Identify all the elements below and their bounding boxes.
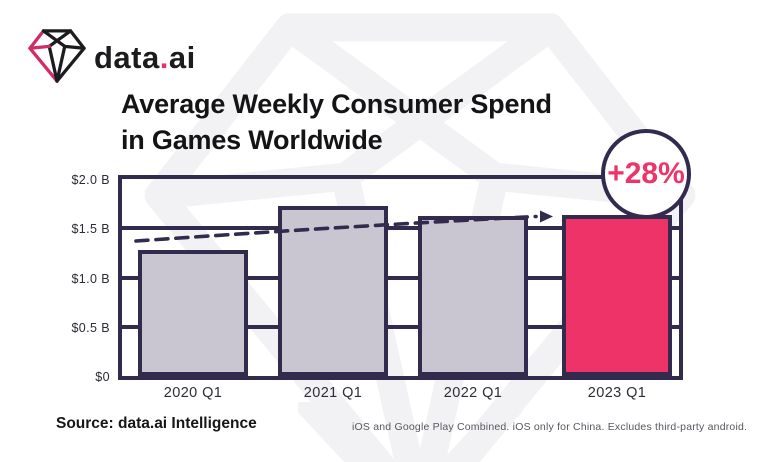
x-tick-label: 2023 Q1 bbox=[587, 385, 647, 401]
diamond-logo-icon bbox=[28, 29, 86, 83]
logo-text-pre: data bbox=[94, 40, 160, 75]
methodology-note: iOS and Google Play Combined. iOS only f… bbox=[352, 421, 748, 433]
bar-2023-q1 bbox=[562, 215, 672, 376]
growth-badge-label: +28% bbox=[607, 157, 685, 190]
data-ai-logo: data.ai bbox=[27, 28, 196, 84]
growth-badge: +28% bbox=[601, 129, 691, 219]
x-tick-label: 2021 Q1 bbox=[303, 385, 363, 401]
logo-text-dot: . bbox=[159, 40, 169, 75]
y-tick-label: $1.5 B bbox=[71, 222, 110, 237]
bar-2021-q1 bbox=[278, 206, 388, 376]
logo-wordmark: data.ai bbox=[94, 40, 196, 76]
y-tick-label: $1.0 B bbox=[71, 271, 110, 286]
source-credit: Source: data.ai Intelligence bbox=[56, 415, 257, 432]
y-tick-label: $0 bbox=[95, 370, 110, 384]
bar-2022-q1 bbox=[418, 216, 528, 376]
y-tick-label: $0.5 B bbox=[71, 320, 110, 335]
x-tick-label: 2022 Q1 bbox=[443, 385, 503, 401]
y-tick-label: $2.0 B bbox=[71, 173, 110, 187]
bar-2020-q1 bbox=[138, 250, 248, 376]
chart-title: Average Weekly Consumer Spend in Games W… bbox=[121, 86, 552, 158]
chart-title-line2: in Games Worldwide bbox=[121, 125, 383, 155]
x-tick-label: 2020 Q1 bbox=[163, 385, 223, 401]
logo-text-post: ai bbox=[168, 40, 196, 75]
chart-title-line1: Average Weekly Consumer Spend bbox=[121, 89, 552, 119]
